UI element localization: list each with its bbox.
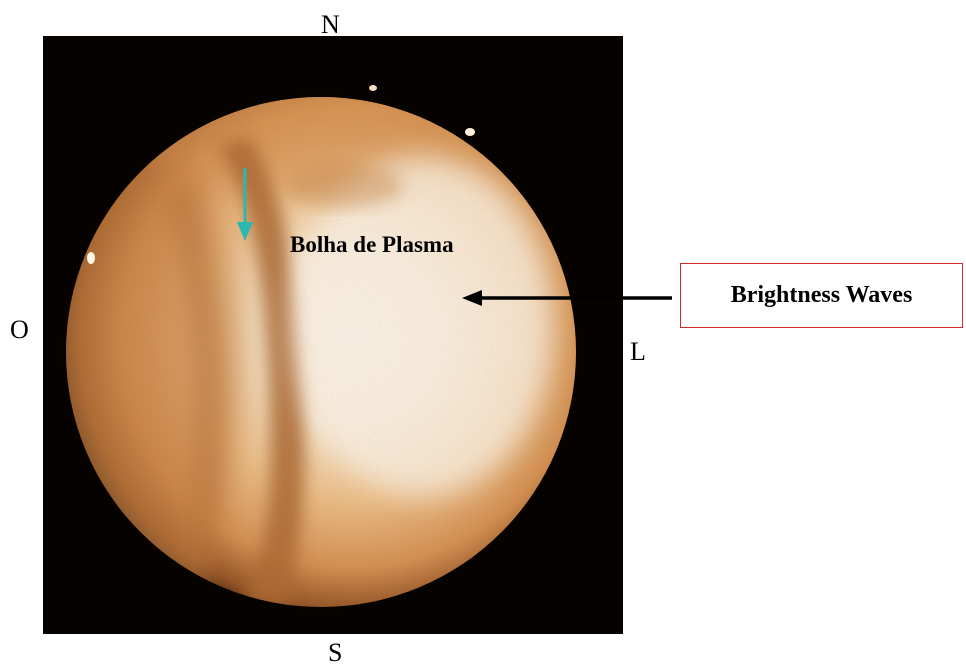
down-arrow-icon bbox=[237, 168, 253, 241]
west-label: O bbox=[10, 315, 29, 344]
bright-spot bbox=[369, 85, 377, 91]
all-sky-image bbox=[43, 36, 623, 634]
grain-overlay bbox=[66, 97, 576, 607]
plasma-bubble-label: Bolha de Plasma bbox=[290, 232, 454, 257]
bright-spot bbox=[465, 128, 475, 136]
north-label: N bbox=[321, 10, 340, 39]
left-arrow-icon bbox=[462, 290, 672, 306]
east-label: L bbox=[630, 337, 646, 366]
callout-label: Brightness Waves bbox=[730, 282, 913, 308]
brightness-waves-callout: Brightness Waves bbox=[680, 263, 963, 328]
bright-spot bbox=[87, 252, 95, 264]
south-label: S bbox=[328, 638, 343, 667]
airglow-sky-svg bbox=[43, 36, 623, 634]
